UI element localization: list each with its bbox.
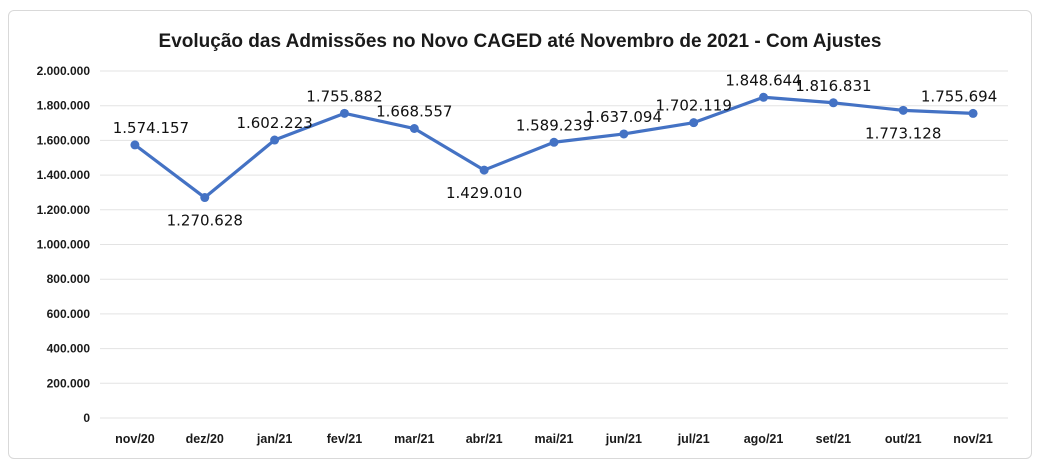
chart-title: Evolução das Admissões no Novo CAGED até…	[159, 31, 882, 52]
x-tick-label: set/21	[816, 432, 851, 446]
x-tick-label: mar/21	[394, 432, 434, 446]
x-tick-label: nov/21	[953, 432, 993, 446]
x-tick-label: jan/21	[256, 432, 292, 446]
x-tick-label: ago/21	[744, 432, 784, 446]
y-tick-label: 800.000	[47, 272, 91, 286]
x-tick-label: fev/21	[327, 432, 362, 446]
data-point	[339, 108, 349, 118]
data-point	[828, 98, 838, 108]
x-tick-label: jul/21	[677, 432, 710, 446]
x-tick-label: mai/21	[535, 432, 574, 446]
x-tick-label: abr/21	[466, 432, 503, 446]
x-tick-label: nov/20	[115, 432, 155, 446]
data-label: 1.702.119	[656, 97, 732, 115]
y-tick-label: 2.000.000	[37, 64, 91, 78]
x-tick-label: out/21	[885, 432, 922, 446]
y-tick-label: 1.200.000	[37, 203, 91, 217]
data-point	[549, 137, 559, 147]
y-tick-label: 1.600.000	[37, 133, 91, 147]
data-point	[898, 105, 908, 115]
data-label: 1.429.010	[446, 184, 522, 202]
data-point	[968, 108, 978, 118]
x-tick-label: jun/21	[605, 432, 642, 446]
x-tick-label: dez/20	[186, 432, 224, 446]
data-label: 1.848.644	[725, 71, 801, 89]
data-point	[619, 129, 629, 139]
y-tick-label: 400.000	[47, 342, 91, 356]
data-point	[200, 193, 210, 203]
data-point	[759, 92, 769, 102]
data-label: 1.668.557	[376, 103, 452, 121]
y-tick-label: 1.800.000	[37, 99, 91, 113]
data-point	[409, 124, 419, 134]
data-label: 1.270.628	[167, 212, 243, 230]
y-tick-label: 1.400.000	[37, 168, 91, 182]
data-point	[689, 118, 699, 128]
chart-frame	[8, 10, 1032, 459]
data-label: 1.816.831	[795, 77, 871, 95]
data-label: 1.773.128	[865, 124, 941, 142]
data-point	[479, 165, 489, 175]
data-label: 1.755.882	[306, 87, 382, 105]
y-tick-label: 0	[83, 411, 90, 425]
y-tick-label: 200.000	[47, 376, 91, 390]
data-point	[270, 135, 280, 145]
data-point	[130, 140, 140, 150]
y-tick-label: 1.000.000	[37, 238, 91, 252]
data-label: 1.589.239	[516, 116, 592, 134]
data-label: 1.574.157	[113, 119, 189, 137]
y-tick-label: 600.000	[47, 307, 91, 321]
data-label: 1.755.694	[921, 87, 997, 105]
data-label: 1.602.223	[236, 114, 312, 132]
series-line	[133, 95, 974, 200]
data-label: 1.637.094	[586, 108, 662, 126]
